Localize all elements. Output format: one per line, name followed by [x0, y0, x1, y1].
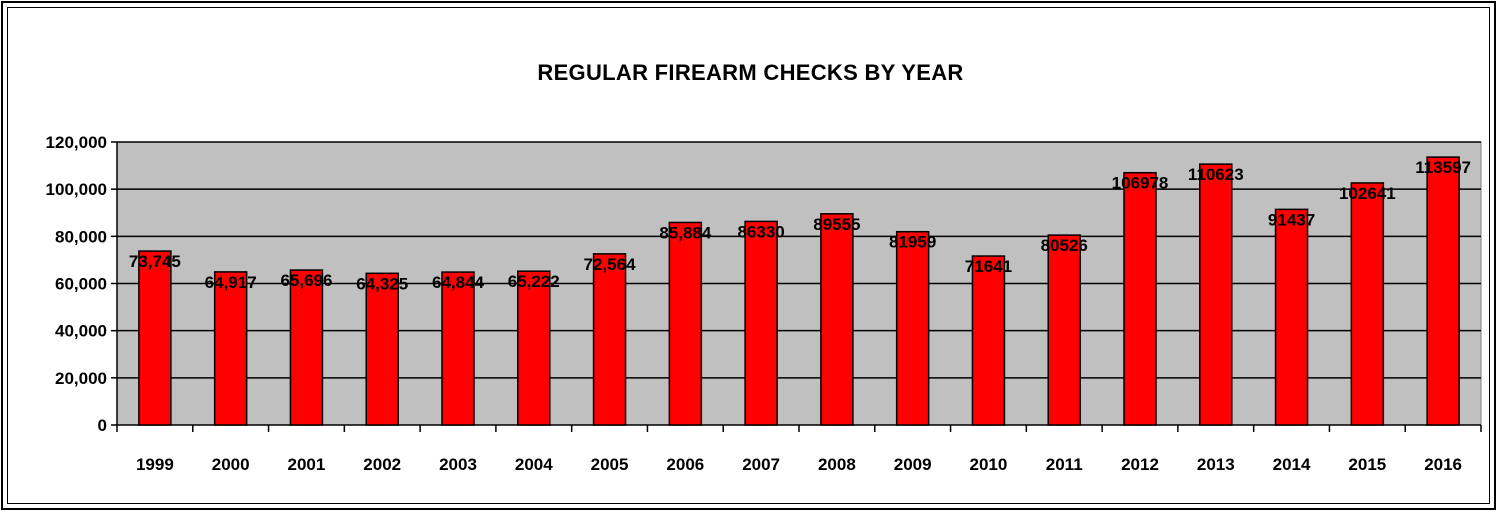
x-tick-label: 2014	[1273, 455, 1311, 474]
bar-2007	[744, 220, 778, 426]
bar-2012	[1123, 171, 1157, 426]
data-label: 110623	[1188, 165, 1244, 184]
bar-2013	[1199, 163, 1233, 426]
data-label: 106978	[1112, 174, 1169, 193]
data-label: 89555	[813, 215, 860, 234]
data-label: 64,917	[205, 273, 257, 292]
bar-2000	[213, 271, 248, 426]
x-tick-label: 2011	[1046, 455, 1083, 474]
data-label: 73,745	[129, 252, 181, 271]
bar-2011	[1047, 234, 1081, 426]
data-label: 85,884	[659, 223, 712, 242]
x-tick-label: 2012	[1121, 455, 1159, 474]
bar-2005	[592, 253, 627, 426]
y-tick-label: 60,000	[55, 275, 107, 294]
y-tick-label: 120,000	[46, 133, 107, 152]
bar-2004	[517, 270, 551, 426]
x-tick-label: 2009	[894, 455, 932, 474]
bar-2010	[971, 255, 1006, 426]
bar-2014	[1274, 208, 1309, 426]
bar-2002	[365, 272, 399, 426]
bar-2001	[289, 269, 324, 426]
x-tick-label: 2001	[288, 455, 326, 474]
data-label: 80526	[1041, 236, 1088, 255]
data-label: 64,844	[432, 273, 485, 292]
y-tick-label: 100,000	[46, 180, 107, 199]
data-label: 113597	[1415, 158, 1471, 177]
bar-2015	[1350, 182, 1385, 426]
y-tick-label: 40,000	[55, 322, 107, 341]
x-tick-label: 1999	[136, 455, 174, 474]
data-label: 102641	[1339, 184, 1396, 203]
x-tick-label: 2004	[515, 455, 553, 474]
bar-2016	[1426, 156, 1460, 426]
x-tick-label: 2003	[439, 455, 477, 474]
x-tick-label: 2007	[742, 455, 780, 474]
data-label: 86330	[737, 222, 784, 241]
x-tick-label: 2005	[591, 455, 629, 474]
y-tick-label: 0	[98, 416, 107, 435]
x-tick-label: 2000	[212, 455, 250, 474]
x-tick-label: 2002	[363, 455, 401, 474]
data-label: 65,696	[280, 271, 332, 290]
x-tick-label: 2015	[1348, 455, 1386, 474]
y-tick-label: 20,000	[55, 369, 107, 388]
data-label: 71641	[965, 257, 1012, 276]
chart-frame-inner	[7, 7, 1490, 504]
x-tick-label: 2006	[666, 455, 704, 474]
data-label: 65,222	[508, 272, 560, 291]
x-tick-label: 2008	[818, 455, 856, 474]
data-label: 64,325	[356, 274, 408, 293]
data-label: 72,564	[584, 255, 637, 274]
bar-2009	[895, 230, 930, 426]
bar-2003	[441, 271, 475, 426]
bar-2006	[668, 221, 703, 426]
bar-2008	[820, 213, 854, 426]
bar-1999	[138, 250, 172, 426]
data-label: 91437	[1268, 210, 1315, 229]
x-tick-label: 2016	[1424, 455, 1462, 474]
chart-title: REGULAR FIREARM CHECKS BY YEAR	[537, 60, 964, 85]
y-tick-label: 80,000	[55, 227, 107, 246]
x-tick-label: 2010	[970, 455, 1008, 474]
x-tick-label: 2013	[1197, 455, 1235, 474]
data-label: 81959	[889, 233, 936, 252]
